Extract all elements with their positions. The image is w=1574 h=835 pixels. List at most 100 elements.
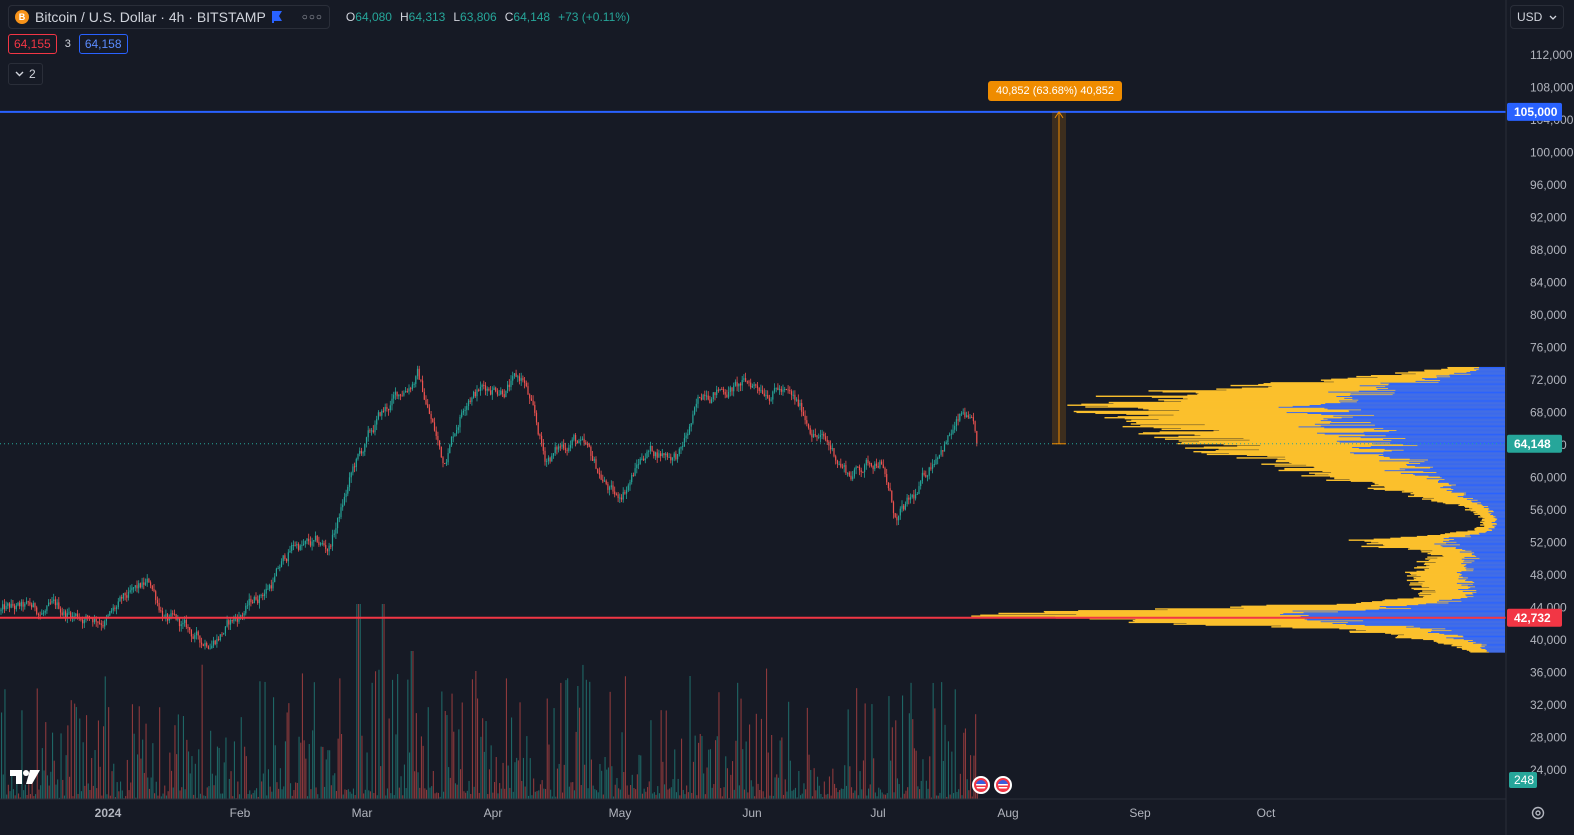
volume-bar [176,754,178,799]
candle-body [940,450,942,455]
profile-row-down [1465,564,1505,566]
flag-icon[interactable] [271,11,282,23]
candle-body [420,379,422,381]
candle-body [928,467,930,476]
price-tick-label: 36,000 [1530,666,1567,680]
candle-body [762,390,764,394]
candle-body [960,413,963,415]
candle-body [773,388,776,392]
profile-row-up [1365,629,1505,632]
volume-bar [551,796,553,799]
candle-body [391,398,393,406]
profile-row-down [1428,459,1505,461]
profile-row-down [1444,633,1505,635]
candle-body [323,543,325,546]
candle-body [818,436,820,438]
candle-body [711,399,713,404]
buy-price-button[interactable]: 64,158 [78,34,128,54]
profile-row-up [1478,516,1505,518]
volume-bar [291,795,293,799]
candle-body [219,634,221,640]
candle-body [688,426,691,434]
profile-row-down [1363,431,1505,433]
volume-bar [947,741,949,799]
candle-body [365,437,368,444]
candle-body [964,412,966,417]
profile-row-up [1408,495,1505,498]
volume-bar [738,785,740,799]
us-economic-event-icon[interactable] [972,776,990,794]
volume-bar [378,669,380,799]
volume-bar [869,784,871,799]
volume-bar [381,604,383,799]
candle-body [705,395,708,397]
candle-body [627,485,629,491]
volume-bar [703,773,705,799]
volume-bar [409,752,411,799]
profile-row-down [1422,377,1505,380]
profile-row-up [1464,505,1505,507]
profile-row-down [1477,499,1505,501]
profile-row-up [1484,525,1505,527]
candle-body [422,380,424,393]
candle-body [326,548,328,552]
profile-row-down [1462,635,1505,637]
volume-bar [686,785,688,799]
candle-body [903,505,905,510]
tradingview-logo-icon[interactable] [10,768,42,786]
candle-body [671,457,674,461]
volume-bar [96,788,98,799]
volume-bar [390,793,392,799]
indicators-collapse-button[interactable]: 2 [8,63,43,85]
volume-bar [883,794,885,799]
profile-row-up [1414,494,1505,497]
profile-row-up [1249,439,1505,441]
candle-body [695,403,697,408]
volume-bar [446,715,448,799]
profile-row-down [1465,579,1505,582]
open-label: O [345,10,356,24]
volume-bar [16,781,18,799]
candle-body [564,448,566,450]
profile-row-up [1427,552,1505,555]
volume-bar [572,782,574,799]
candle-body [236,617,238,622]
profile-row-down [1460,572,1505,574]
candle-body [867,459,869,464]
volume-bar [825,794,827,799]
settings-gear-icon[interactable] [1528,803,1548,823]
profile-row-down [1409,458,1505,460]
candle-body [233,618,235,622]
candle-body [767,395,769,399]
profile-row-up [1461,645,1505,648]
profile-row-down [1278,406,1505,408]
volume-bar [752,786,754,799]
profile-row-up [1378,484,1505,486]
candle-body [687,433,689,436]
candle-body [139,583,141,588]
profile-row-up [1364,540,1505,542]
volume-bar [317,794,319,799]
volume-bar [395,734,397,799]
volume-bar [749,724,751,799]
profile-row-up [1126,420,1505,422]
candle-body [566,449,568,451]
more-options-icon[interactable]: ○○○ [301,11,323,23]
volume-bar [344,789,346,799]
volume-bar [772,795,774,799]
volume-bar [652,793,654,799]
volume-bar [541,780,543,799]
currency-select[interactable]: USD [1510,5,1564,29]
profile-row-down [1466,566,1505,568]
profile-row-up [1117,416,1505,418]
profile-row-down [1283,612,1505,615]
us-economic-event-icon[interactable] [994,776,1012,794]
profile-row-up [1462,648,1505,650]
sell-price-button[interactable]: 64,155 [8,34,57,54]
close-label: C [504,10,514,24]
candle-body [969,417,971,419]
symbol-button[interactable]: B Bitcoin / U.S. Dollar · 4h · BITSTAMP … [8,5,330,29]
volume-bar [341,733,343,799]
profile-row-up [1410,492,1505,495]
